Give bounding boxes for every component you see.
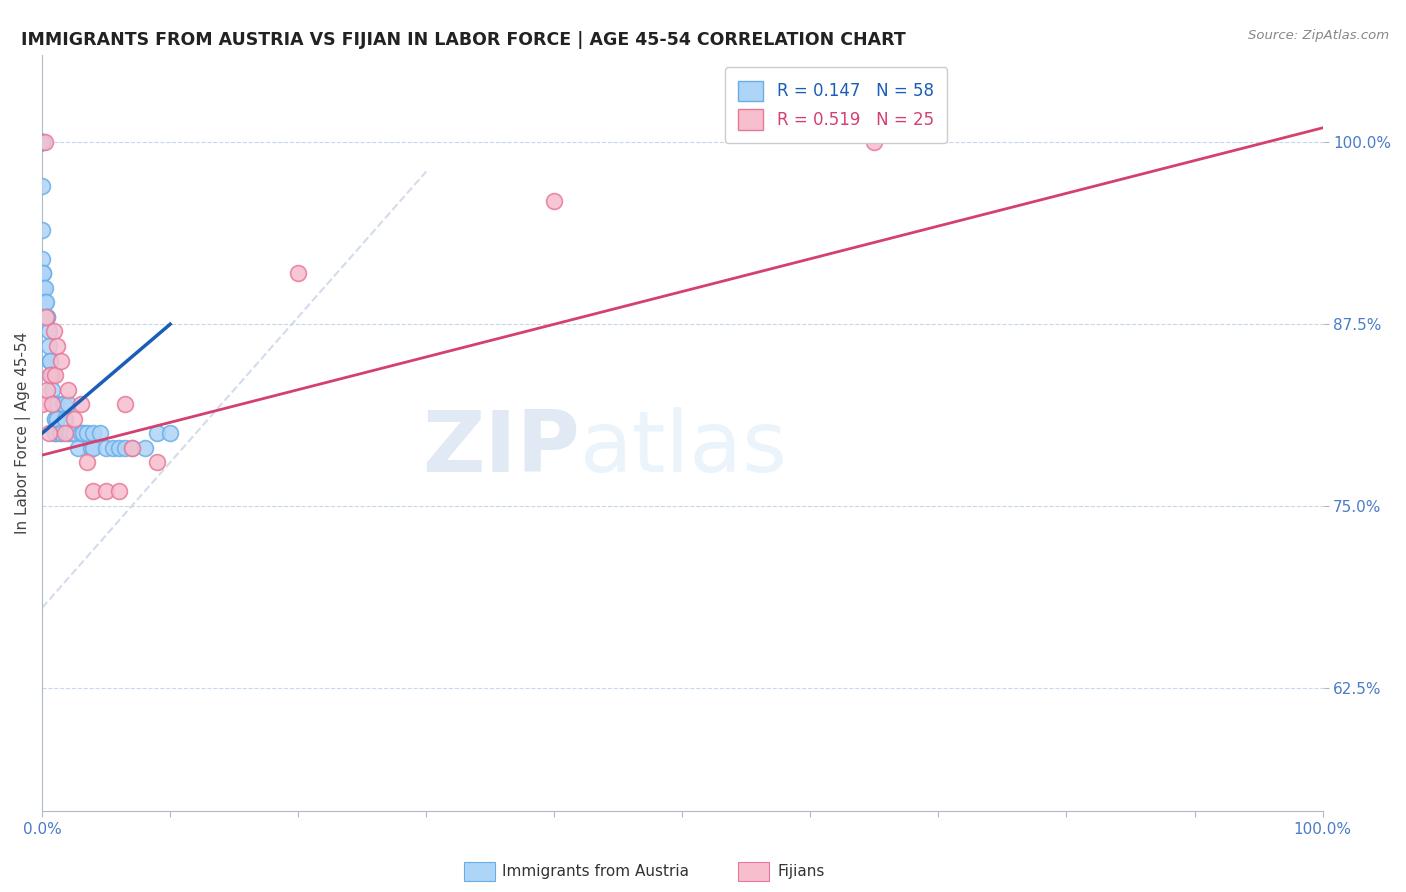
Point <box>52 397 75 411</box>
Point <box>108 441 131 455</box>
Text: Fijians: Fijians <box>778 864 825 879</box>
Point <box>94 441 117 455</box>
Point <box>31 136 53 150</box>
Point <box>44 397 66 411</box>
Point <box>63 426 86 441</box>
Text: Immigrants from Austria: Immigrants from Austria <box>502 864 689 879</box>
Point <box>42 325 65 339</box>
Point <box>37 310 59 324</box>
Point <box>66 441 89 455</box>
Point <box>146 455 169 469</box>
Point <box>38 368 60 383</box>
Point <box>41 397 63 411</box>
Point <box>44 426 66 441</box>
Text: Source: ZipAtlas.com: Source: ZipAtlas.com <box>1249 29 1389 42</box>
Point <box>31 179 53 194</box>
Text: IMMIGRANTS FROM AUSTRIA VS FIJIAN IN LABOR FORCE | AGE 45-54 CORRELATION CHART: IMMIGRANTS FROM AUSTRIA VS FIJIAN IN LAB… <box>21 31 905 49</box>
Point <box>108 484 131 499</box>
Point <box>32 266 55 280</box>
Point <box>56 397 79 411</box>
Point <box>44 426 66 441</box>
Point <box>31 222 53 236</box>
Point <box>82 426 104 441</box>
Point <box>49 426 72 441</box>
Point <box>44 368 66 383</box>
Point <box>38 353 60 368</box>
Point <box>51 426 73 441</box>
Point <box>134 441 156 455</box>
Point <box>543 194 565 208</box>
Point <box>42 397 65 411</box>
Point <box>159 426 181 441</box>
Point <box>38 353 60 368</box>
Point <box>69 397 91 411</box>
Point <box>89 426 111 441</box>
Text: ZIP: ZIP <box>422 407 579 490</box>
Point <box>35 310 58 324</box>
Point <box>72 426 94 441</box>
Point <box>69 426 91 441</box>
Point <box>101 441 124 455</box>
Point <box>46 339 69 353</box>
Point <box>46 411 69 425</box>
Point <box>34 136 56 150</box>
Point <box>121 441 143 455</box>
Point <box>44 411 66 425</box>
Point <box>51 353 73 368</box>
Text: atlas: atlas <box>579 407 787 490</box>
Point <box>59 426 82 441</box>
Point <box>76 455 98 469</box>
Point <box>31 136 53 150</box>
Point <box>46 397 69 411</box>
Point <box>31 397 53 411</box>
Y-axis label: In Labor Force | Age 45-54: In Labor Force | Age 45-54 <box>15 332 31 534</box>
Point <box>37 383 59 397</box>
Point <box>31 136 53 150</box>
Point <box>76 426 98 441</box>
Point <box>287 266 309 280</box>
Point <box>53 411 76 425</box>
Point <box>114 441 136 455</box>
Point <box>34 281 56 295</box>
Point <box>82 484 104 499</box>
Point <box>32 281 55 295</box>
Point <box>31 252 53 266</box>
Point <box>38 325 60 339</box>
Point <box>39 368 62 383</box>
Point <box>35 310 58 324</box>
Point <box>94 484 117 499</box>
Point <box>863 136 886 150</box>
Point <box>37 310 59 324</box>
Point <box>63 411 86 425</box>
Point <box>82 441 104 455</box>
Point <box>31 136 53 150</box>
Point <box>80 441 103 455</box>
Point <box>44 411 66 425</box>
Point <box>41 368 63 383</box>
Point <box>38 426 60 441</box>
Legend: R = 0.147   N = 58, R = 0.519   N = 25: R = 0.147 N = 58, R = 0.519 N = 25 <box>725 67 948 143</box>
Point <box>114 397 136 411</box>
Point <box>41 383 63 397</box>
Point <box>56 383 79 397</box>
Point <box>146 426 169 441</box>
Point <box>52 397 75 411</box>
Point <box>34 295 56 310</box>
Point <box>53 426 76 441</box>
Point <box>38 339 60 353</box>
Point <box>31 136 53 150</box>
Point <box>31 136 53 150</box>
Point <box>56 426 79 441</box>
Point <box>32 266 55 280</box>
Point <box>121 441 143 455</box>
Point <box>35 295 58 310</box>
